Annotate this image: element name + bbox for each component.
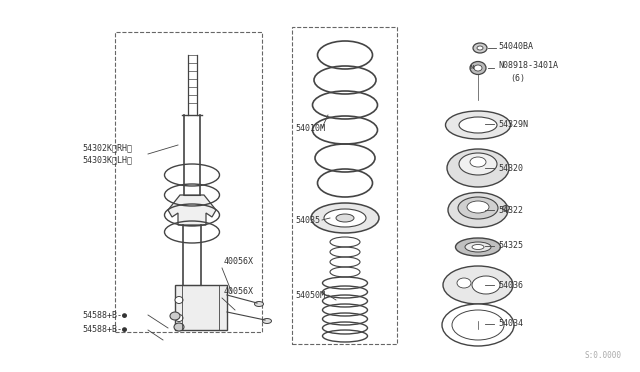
Ellipse shape <box>447 149 509 187</box>
Ellipse shape <box>472 244 484 250</box>
Ellipse shape <box>472 276 500 294</box>
Ellipse shape <box>452 310 504 340</box>
Text: 40056X: 40056X <box>224 288 254 296</box>
Ellipse shape <box>262 318 271 324</box>
Polygon shape <box>175 285 227 330</box>
Text: 54329N: 54329N <box>498 119 528 128</box>
Text: 54320: 54320 <box>498 164 523 173</box>
Text: 54035: 54035 <box>295 215 320 224</box>
Text: 54302K〈RH〉: 54302K〈RH〉 <box>82 144 132 153</box>
Ellipse shape <box>175 296 183 304</box>
Ellipse shape <box>473 43 487 53</box>
Text: 54303K〈LH〉: 54303K〈LH〉 <box>82 155 132 164</box>
Ellipse shape <box>255 301 264 307</box>
Text: 54325: 54325 <box>498 241 523 250</box>
Ellipse shape <box>459 153 497 175</box>
Ellipse shape <box>470 157 486 167</box>
Ellipse shape <box>470 61 486 74</box>
Text: 40056X: 40056X <box>224 257 254 266</box>
Text: (6): (6) <box>510 74 525 83</box>
Ellipse shape <box>458 197 498 219</box>
Ellipse shape <box>336 214 354 222</box>
Text: 54036: 54036 <box>498 280 523 289</box>
Ellipse shape <box>311 203 379 233</box>
Ellipse shape <box>170 312 180 320</box>
Text: 54588+B-●: 54588+B-● <box>82 326 127 334</box>
Ellipse shape <box>443 266 513 304</box>
Text: 54034: 54034 <box>498 320 523 328</box>
Ellipse shape <box>477 46 483 50</box>
Ellipse shape <box>474 65 482 71</box>
Ellipse shape <box>324 209 366 227</box>
Ellipse shape <box>448 192 508 228</box>
Ellipse shape <box>457 278 471 288</box>
Ellipse shape <box>445 111 511 139</box>
Text: N08918-3401A: N08918-3401A <box>498 61 558 70</box>
Ellipse shape <box>175 314 183 321</box>
Bar <box>292 27 397 344</box>
Text: 54050M: 54050M <box>295 291 325 299</box>
Text: N: N <box>470 64 474 70</box>
Ellipse shape <box>459 117 497 133</box>
Ellipse shape <box>174 323 184 331</box>
Text: 54040BA: 54040BA <box>498 42 533 51</box>
Ellipse shape <box>502 205 509 211</box>
Ellipse shape <box>456 238 500 256</box>
Text: S:0.0000: S:0.0000 <box>585 351 622 360</box>
Text: 54588+B-●: 54588+B-● <box>82 311 127 320</box>
Ellipse shape <box>442 304 514 346</box>
Polygon shape <box>168 195 216 225</box>
Ellipse shape <box>467 201 489 213</box>
Ellipse shape <box>465 242 491 252</box>
Text: 54322: 54322 <box>498 205 523 215</box>
Text: 54010M: 54010M <box>295 124 325 132</box>
